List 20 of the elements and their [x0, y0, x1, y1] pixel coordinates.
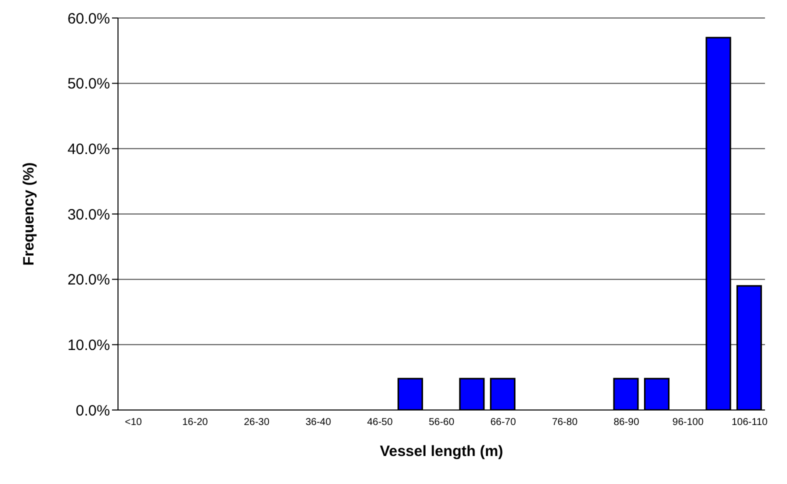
x-tick-label: 36-40 — [305, 417, 332, 428]
y-tick-label: 30.0% — [67, 206, 110, 224]
y-tick-label: 40.0% — [67, 140, 110, 158]
x-tick-label: 106-110 — [732, 417, 768, 428]
x-axis-title: Vessel length (m) — [380, 443, 504, 460]
x-tick-label: <10 — [124, 417, 142, 428]
x-tick-label: 96-100 — [672, 417, 704, 428]
y-tick-label: 0.0% — [76, 402, 110, 420]
y-tick-label: 50.0% — [67, 76, 110, 93]
y-axis-title: Frequency (%) — [20, 162, 38, 266]
x-tick-label: 46-50 — [367, 417, 394, 428]
y-tick-label: 60.0% — [67, 10, 110, 28]
x-tick-label: 26-30 — [244, 417, 270, 428]
x-tick-label: 66-70 — [490, 417, 516, 428]
x-tick-label: 16-20 — [182, 417, 208, 428]
x-tick-label: 56-60 — [428, 417, 455, 428]
y-tick-label: 10.0% — [67, 336, 110, 354]
x-tick-label: 76-80 — [552, 417, 578, 428]
x-tick-label: 86-90 — [614, 417, 640, 428]
y-tick-label: 20.0% — [67, 272, 110, 289]
